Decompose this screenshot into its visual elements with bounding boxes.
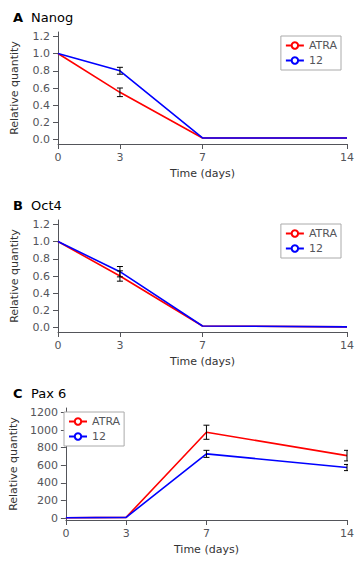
svg-text:Relative quantity: Relative quantity (8, 41, 21, 135)
svg-text:0: 0 (51, 512, 58, 525)
svg-text:1.2: 1.2 (33, 218, 51, 231)
svg-text:0: 0 (62, 527, 69, 540)
svg-text:400: 400 (37, 476, 58, 489)
svg-text:800: 800 (37, 441, 58, 454)
svg-text:3: 3 (116, 339, 123, 352)
svg-text:3: 3 (123, 527, 130, 540)
svg-text:Pax 6: Pax 6 (31, 386, 66, 401)
svg-text:7: 7 (203, 527, 210, 540)
svg-text:1000: 1000 (30, 424, 58, 437)
svg-text:1.0: 1.0 (33, 235, 51, 248)
svg-text:0.4: 0.4 (33, 287, 51, 300)
svg-text:12: 12 (92, 430, 106, 443)
svg-text:0.2: 0.2 (33, 116, 51, 129)
svg-text:600: 600 (37, 459, 58, 472)
svg-text:Time (days): Time (days) (173, 543, 239, 556)
svg-text:3: 3 (116, 151, 123, 164)
svg-text:1.0: 1.0 (33, 47, 51, 60)
svg-text:1.2: 1.2 (33, 30, 51, 43)
svg-text:200: 200 (37, 494, 58, 507)
svg-text:Relative quantity: Relative quantity (7, 417, 20, 511)
svg-text:ATRA: ATRA (92, 415, 121, 428)
svg-text:14: 14 (340, 339, 354, 352)
svg-text:0: 0 (55, 339, 62, 352)
svg-text:0.2: 0.2 (33, 304, 51, 317)
svg-text:ATRA: ATRA (309, 227, 338, 240)
svg-text:0.6: 0.6 (33, 82, 51, 95)
svg-text:Relative quantity: Relative quantity (8, 229, 21, 323)
svg-text:Nanog: Nanog (31, 10, 73, 25)
svg-text:12: 12 (309, 242, 323, 255)
svg-text:14: 14 (340, 527, 354, 540)
svg-text:7: 7 (199, 339, 206, 352)
svg-text:0.0: 0.0 (33, 133, 51, 146)
svg-text:Time (days): Time (days) (169, 355, 235, 368)
svg-text:14: 14 (340, 151, 354, 164)
svg-text:A: A (13, 10, 23, 25)
svg-text:C: C (13, 386, 23, 401)
svg-text:0: 0 (55, 151, 62, 164)
svg-text:Oct4: Oct4 (31, 198, 62, 213)
svg-text:ATRA: ATRA (309, 39, 338, 52)
svg-text:B: B (13, 198, 23, 213)
svg-text:0.6: 0.6 (33, 270, 51, 283)
svg-text:0.0: 0.0 (33, 321, 51, 334)
svg-text:0.8: 0.8 (33, 64, 51, 77)
svg-text:1200: 1200 (30, 406, 58, 419)
svg-text:7: 7 (199, 151, 206, 164)
svg-text:Time (days): Time (days) (169, 167, 235, 180)
svg-text:0.8: 0.8 (33, 252, 51, 265)
svg-text:0.4: 0.4 (33, 99, 51, 112)
svg-text:12: 12 (309, 54, 323, 67)
